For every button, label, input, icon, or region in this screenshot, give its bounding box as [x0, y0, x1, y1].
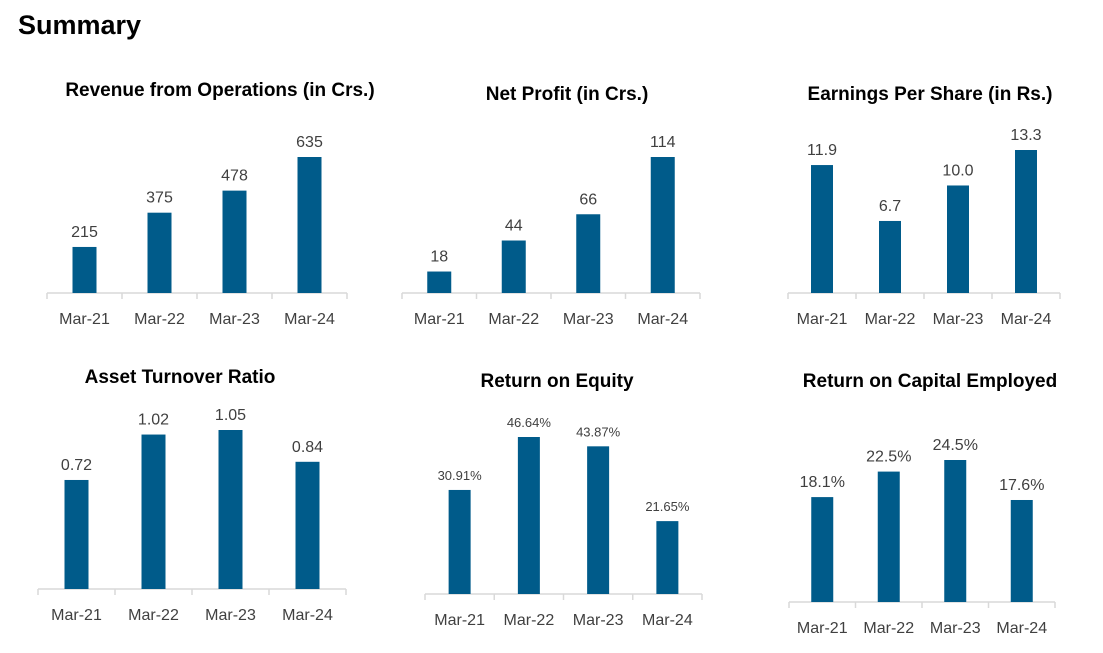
chart-title: Return on Equity: [480, 371, 633, 392]
data-label: 13.3: [1010, 127, 1041, 144]
bar: [295, 461, 320, 589]
bar: [811, 165, 833, 293]
bar: [517, 437, 540, 594]
category-label: Mar-21: [797, 620, 848, 637]
chart-net-profit: Net Profit (in Crs.) 18 Mar-21 44 Mar-22 66 Ma…: [401, 84, 701, 328]
data-label: 44: [505, 218, 523, 235]
category-label: Mar-23: [209, 311, 260, 328]
data-label: 10.0: [942, 162, 973, 179]
bar: [141, 434, 166, 589]
data-label: 17.6%: [999, 477, 1044, 494]
data-label: 66: [579, 191, 597, 208]
category-label: Mar-23: [563, 311, 614, 328]
data-label: 22.5%: [866, 449, 911, 466]
bar: [427, 271, 452, 293]
chart-roce: Return on Capital Employed 18.1% Mar-21 22.…: [788, 371, 1057, 637]
data-label: 46.64%: [507, 415, 552, 430]
category-label: Mar-22: [863, 620, 914, 637]
data-label: 0.84: [292, 439, 323, 456]
bar: [947, 185, 969, 293]
category-label: Mar-24: [282, 607, 333, 624]
chart-asset-turnover: Asset Turnover Ratio 0.72 Mar-21 1.02 Mar-22…: [37, 367, 347, 624]
data-label: 6.7: [879, 198, 901, 215]
category-label: Mar-21: [51, 607, 102, 624]
bar: [1010, 499, 1033, 602]
chart-roe: Return on Equity 30.91% Mar-21 46.64% Mar-22…: [424, 371, 703, 629]
data-label: 1.05: [215, 407, 246, 424]
chart-title: Return on Capital Employed: [803, 371, 1057, 392]
bar: [877, 471, 900, 602]
category-label: Mar-24: [1001, 311, 1052, 328]
chart-title: Net Profit (in Crs.): [486, 84, 649, 105]
data-label: 478: [221, 168, 248, 185]
bar: [650, 157, 675, 293]
data-label: 18: [430, 249, 448, 266]
data-label: 24.5%: [933, 437, 978, 454]
bar: [64, 479, 89, 589]
category-label: Mar-21: [414, 311, 465, 328]
category-label: Mar-22: [865, 311, 916, 328]
bar: [218, 430, 243, 589]
chart-revenue: Revenue from Operations (in Crs.) 215 Mar-…: [46, 80, 375, 328]
data-label: 114: [650, 134, 676, 151]
bar: [656, 521, 679, 594]
bar: [879, 220, 901, 293]
page-title: Summary: [18, 10, 142, 40]
data-label: 375: [146, 190, 173, 207]
bar: [501, 240, 526, 293]
data-label: 0.72: [61, 457, 92, 474]
category-label: Mar-21: [797, 311, 848, 328]
data-label: 21.65%: [645, 499, 690, 514]
category-label: Mar-22: [128, 607, 179, 624]
data-label: 215: [71, 224, 98, 241]
data-label: 1.02: [138, 412, 169, 429]
category-label: Mar-24: [996, 620, 1047, 637]
bar: [72, 246, 97, 293]
category-label: Mar-21: [59, 311, 110, 328]
data-label: 635: [296, 134, 323, 151]
bar: [448, 489, 471, 594]
bar: [1015, 150, 1037, 293]
data-label: 43.87%: [576, 424, 621, 439]
category-label: Mar-24: [284, 311, 335, 328]
bar: [576, 214, 601, 293]
bar: [147, 212, 172, 293]
data-label: 11.9: [807, 142, 837, 159]
bar: [297, 157, 322, 293]
category-label: Mar-23: [573, 612, 624, 629]
category-label: Mar-23: [205, 607, 256, 624]
bar: [222, 190, 247, 293]
bar: [811, 497, 834, 602]
chart-title: Asset Turnover Ratio: [85, 367, 276, 388]
category-label: Mar-22: [504, 612, 555, 629]
data-label: 30.91%: [438, 468, 483, 483]
data-label: 18.1%: [800, 474, 845, 491]
category-label: Mar-24: [637, 311, 688, 328]
chart-eps: Earnings Per Share (in Rs.) 11.9 Mar-21 6.7…: [787, 84, 1061, 328]
category-label: Mar-23: [930, 620, 981, 637]
category-label: Mar-21: [434, 612, 485, 629]
category-label: Mar-22: [488, 311, 539, 328]
category-label: Mar-24: [642, 612, 693, 629]
chart-title: Earnings Per Share (in Rs.): [808, 84, 1053, 105]
chart-title: Revenue from Operations (in Crs.): [65, 80, 374, 101]
category-label: Mar-22: [134, 311, 185, 328]
bar: [587, 446, 610, 594]
category-label: Mar-23: [933, 311, 984, 328]
bar: [944, 460, 967, 602]
